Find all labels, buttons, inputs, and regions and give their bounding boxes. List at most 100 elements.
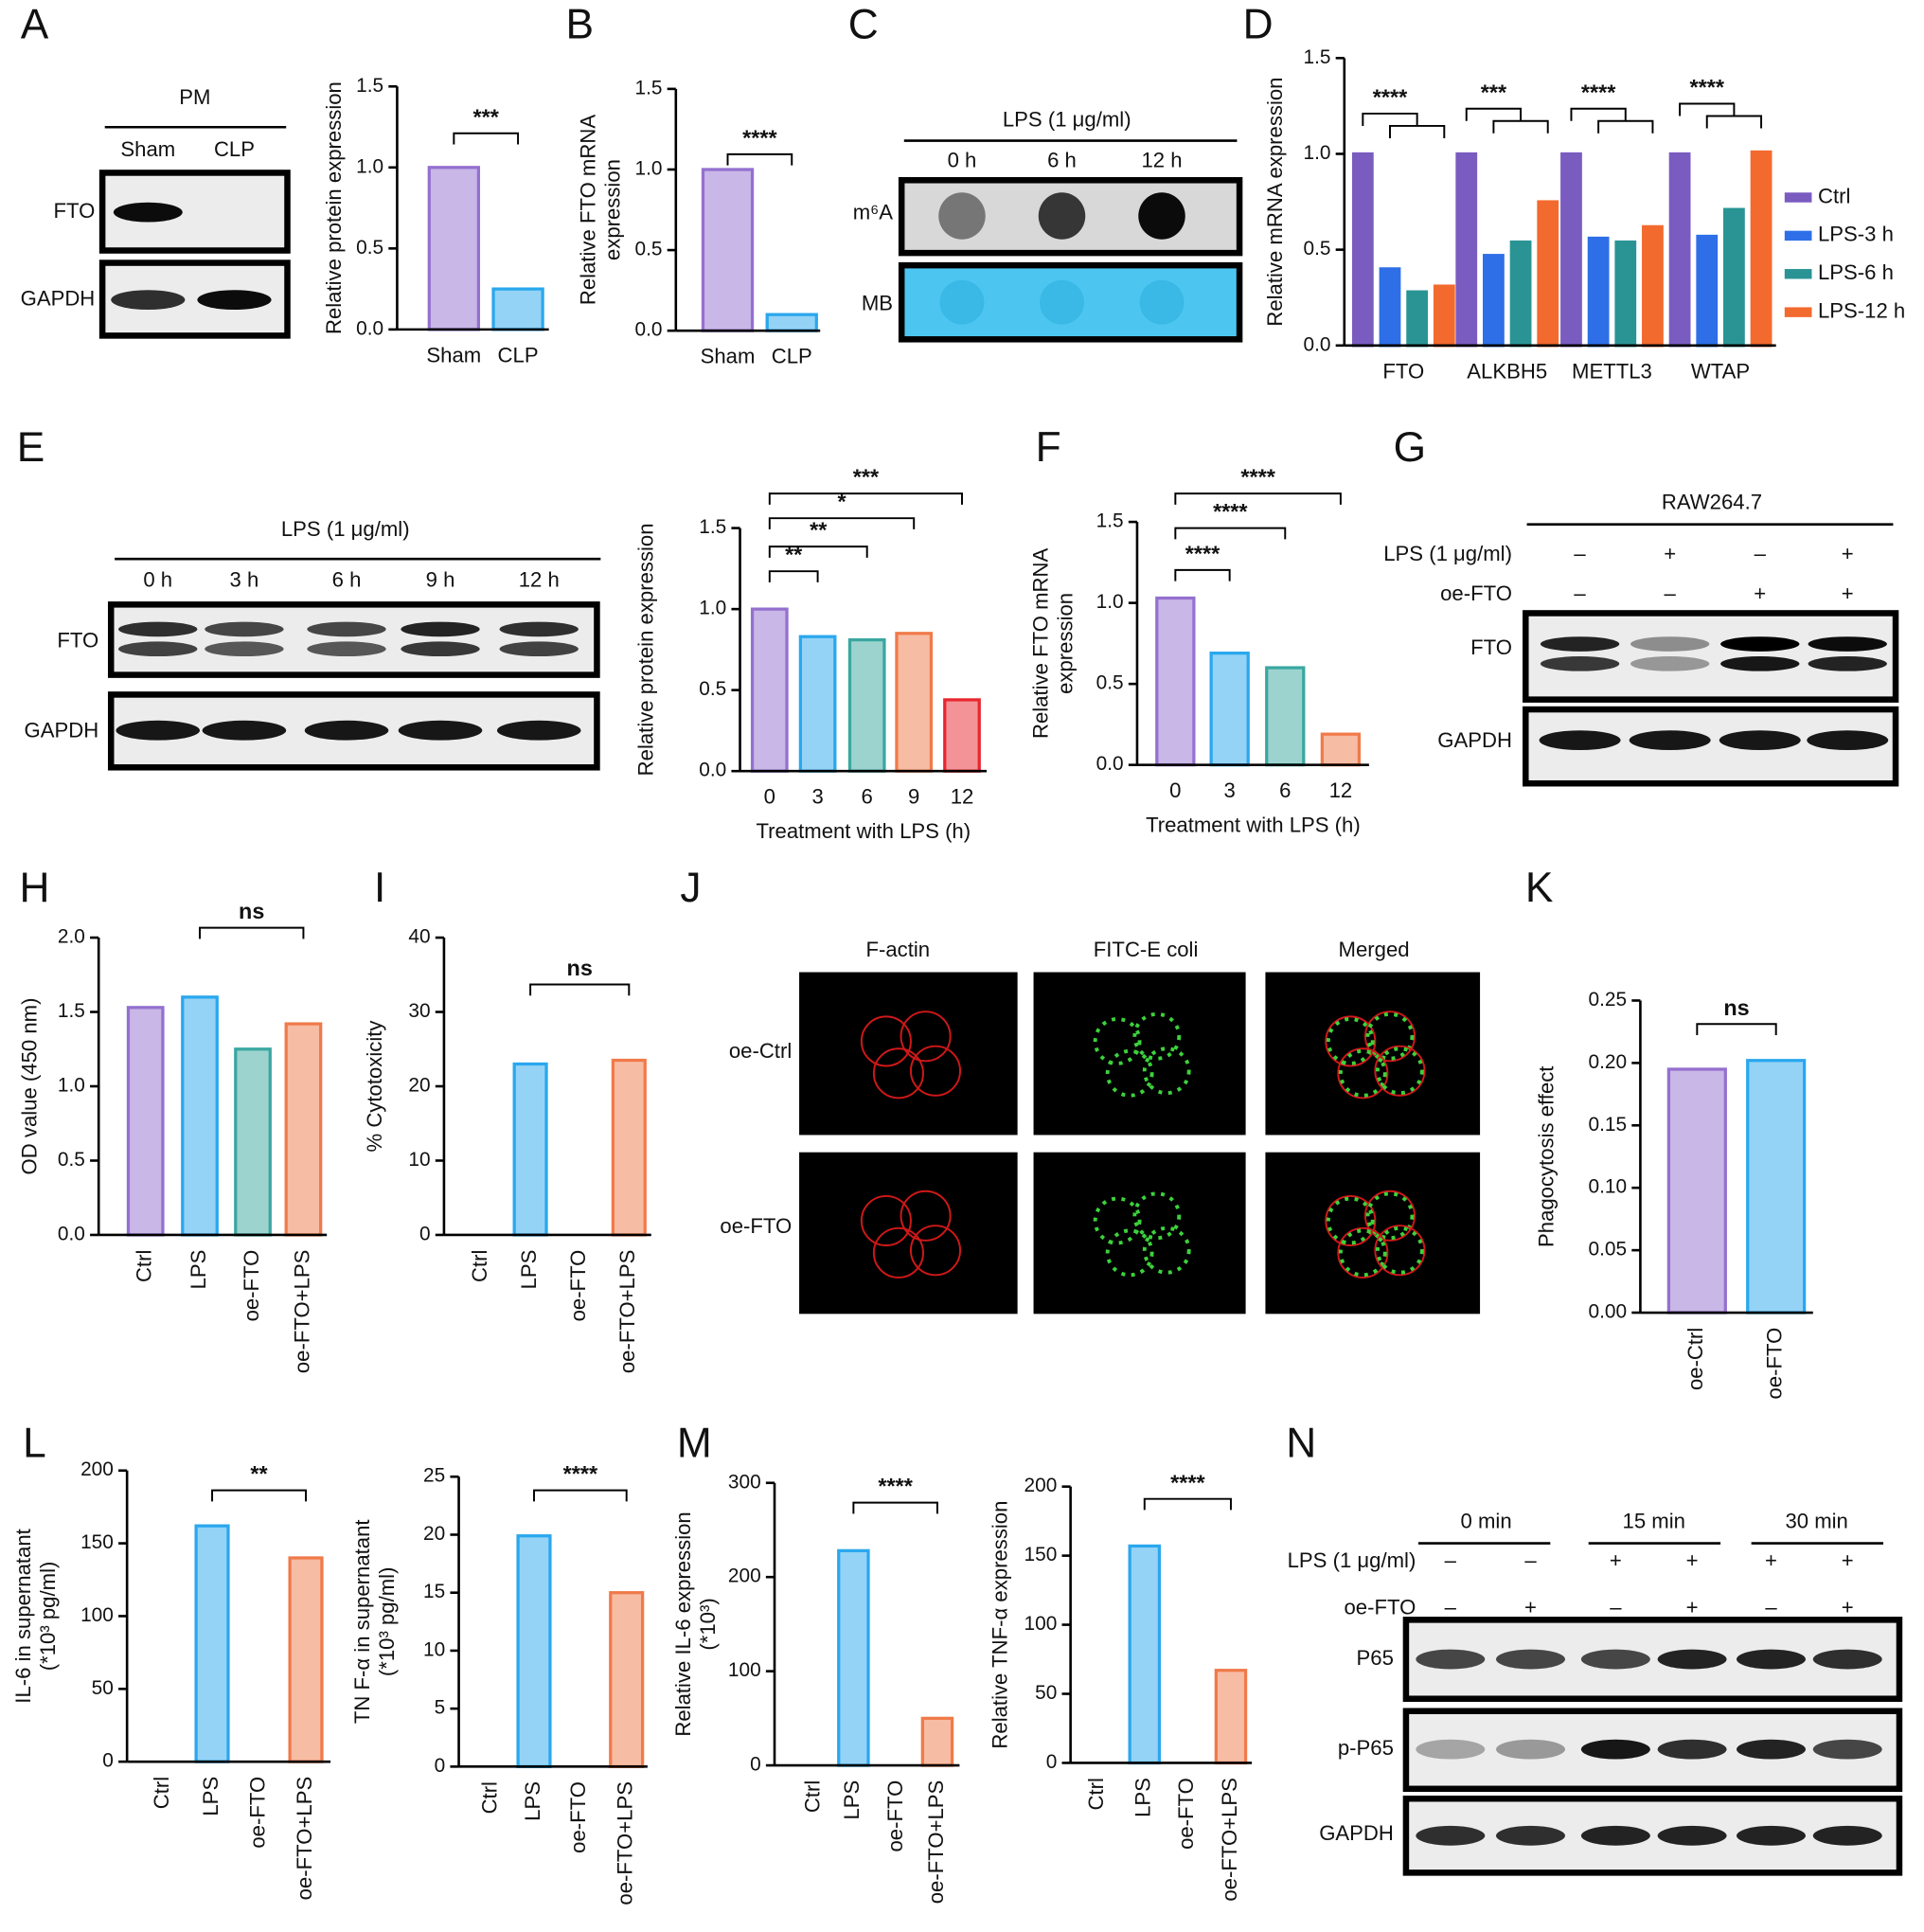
y-tick-label: 10: [423, 1638, 445, 1660]
blot-band: [1812, 1649, 1882, 1670]
y-axis-label: (*10³ pg/ml): [375, 1567, 399, 1677]
significance-label: ****: [1170, 1470, 1205, 1494]
y-axis-label: Relative protein expression: [634, 523, 658, 776]
blot-band: [1657, 1825, 1727, 1846]
blot-band: [1719, 730, 1801, 751]
x-tick-label: 0: [764, 785, 775, 809]
bar: [611, 1058, 647, 1237]
blot-band: [1496, 1649, 1565, 1670]
blot-band: [1540, 656, 1620, 671]
bar: [1406, 290, 1429, 348]
bar: [1696, 234, 1719, 348]
x-tick-label: WTAP: [1691, 359, 1750, 383]
blot-band: [1629, 730, 1711, 751]
blot-band: [496, 720, 581, 741]
label: 0 h: [948, 149, 977, 172]
bar: [1155, 596, 1196, 767]
cell-ring: [1325, 1015, 1377, 1067]
y-tick-label: 0.20: [1589, 1051, 1628, 1073]
cell-dots: [1105, 1048, 1154, 1098]
blot-band: [1539, 730, 1621, 751]
bar: [750, 607, 789, 773]
y-axis-label: (*10³ pg/ml): [36, 1562, 60, 1672]
label: LPS (1 μg/ml): [281, 517, 410, 541]
significance-label: ****: [1373, 84, 1408, 109]
blot-band: [1580, 1739, 1650, 1760]
y-axis-label: (*10³): [696, 1598, 720, 1650]
blot-band: [1630, 636, 1710, 652]
bar: [1433, 284, 1455, 348]
x-tick-label: LPS: [517, 1250, 541, 1290]
label: FTO: [53, 199, 95, 223]
significance-bracket: [726, 152, 793, 166]
significance-bracket: [1696, 1023, 1777, 1035]
legend-swatch: [1784, 192, 1812, 203]
blot-band: [1657, 1739, 1727, 1760]
bar: [1642, 224, 1664, 348]
bar: [491, 287, 544, 331]
y-tick-label: 1.0: [635, 157, 663, 179]
bar: [284, 1022, 323, 1237]
x-tick-label: oe-FTO: [1174, 1778, 1198, 1850]
label: +: [1765, 1548, 1777, 1572]
y-axis-label: Relative protein expression: [322, 81, 346, 334]
label: –: [1665, 581, 1677, 605]
cell-ring: [1325, 1194, 1377, 1247]
label: GAPDH: [1319, 1821, 1394, 1845]
x-tick-label: Ctrl: [150, 1777, 173, 1809]
y-axis-label: Relative TNF-α expression: [989, 1501, 1012, 1749]
significance-label: ****: [878, 1474, 913, 1498]
label: FITC-E coli: [1094, 938, 1199, 961]
bar: [1750, 150, 1773, 348]
x-tick-label: Sham: [426, 343, 481, 367]
y-axis-label: Relative FTO mRNA: [576, 115, 599, 305]
significance-label: ns: [239, 899, 264, 923]
blot-band: [1630, 656, 1710, 671]
panel-letter: I: [374, 865, 385, 911]
cell-ring: [1363, 1011, 1416, 1063]
label: +: [1664, 542, 1676, 565]
x-tick-label: METTL3: [1572, 359, 1652, 383]
bar: [1560, 152, 1582, 348]
significance-label: *: [837, 490, 846, 514]
blot-band: [118, 641, 198, 657]
significance-bracket: [768, 570, 819, 582]
x-tick-label: oe-FTO+LPS: [924, 1780, 948, 1905]
label: LPS (1 μg/ml): [1383, 542, 1512, 565]
y-tick-label: 1.5: [356, 75, 383, 97]
significance-label: ****: [1213, 499, 1248, 524]
label: LPS (1 μg/ml): [1003, 108, 1131, 132]
bar: [1379, 267, 1401, 348]
label: oe-FTO: [720, 1214, 792, 1238]
x-tick-label: LPS: [840, 1780, 864, 1820]
bar: [837, 1548, 870, 1767]
y-tick-label: 1.5: [58, 1000, 85, 1022]
blot-band: [200, 203, 269, 223]
blot-band: [1657, 1649, 1727, 1670]
y-tick-label: 25: [423, 1465, 445, 1487]
cell-ring: [909, 1225, 962, 1277]
bar: [234, 1047, 272, 1237]
cell-ring: [1337, 1226, 1389, 1279]
label: GAPDH: [1437, 728, 1512, 752]
cell-dots: [1365, 1011, 1415, 1061]
y-tick-label: 0: [419, 1223, 431, 1244]
bar: [609, 1591, 645, 1768]
cell-ring: [860, 1194, 912, 1247]
y-tick-label: 2.0: [58, 926, 85, 948]
blot-band: [1737, 1825, 1806, 1846]
significance-label: ***: [1481, 80, 1507, 104]
significance-bracket: [1174, 527, 1287, 540]
cell-ring: [860, 1015, 912, 1067]
significance-label: **: [785, 543, 803, 567]
x-tick-label: Ctrl: [801, 1780, 825, 1813]
y-tick-label: 0.0: [699, 760, 726, 781]
y-tick-label: 1.0: [699, 598, 726, 619]
blot-band: [1540, 636, 1620, 652]
y-tick-label: 0.5: [356, 237, 383, 259]
y-tick-label: 0.0: [1096, 753, 1124, 775]
significance-bracket: [1174, 492, 1342, 505]
legend-swatch: [1784, 230, 1812, 242]
cell-dots: [1105, 1228, 1154, 1278]
dot: [939, 279, 985, 325]
